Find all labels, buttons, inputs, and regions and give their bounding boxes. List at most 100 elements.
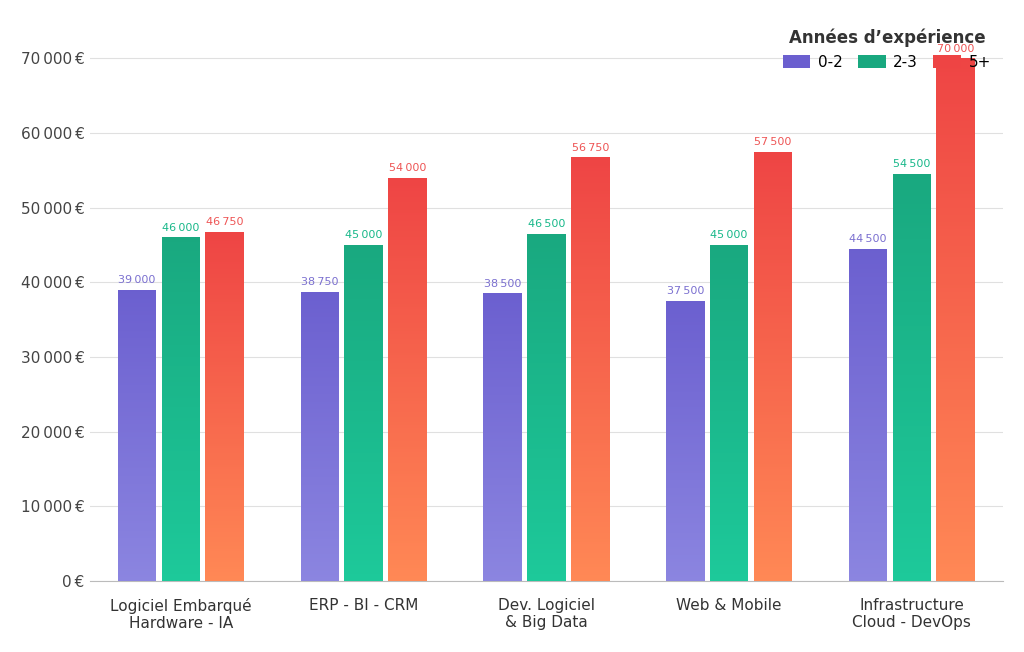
Bar <box>388 301 427 304</box>
Bar <box>571 460 609 462</box>
Bar <box>571 553 609 556</box>
Bar <box>300 394 339 396</box>
Bar <box>666 540 705 542</box>
Bar <box>571 468 609 471</box>
Bar <box>483 293 522 295</box>
Bar <box>344 269 383 272</box>
Bar <box>300 404 339 406</box>
Bar <box>754 426 793 429</box>
Bar <box>206 404 244 406</box>
Bar <box>344 288 383 289</box>
Bar <box>849 384 887 386</box>
Bar <box>300 301 339 303</box>
Bar <box>849 322 887 324</box>
Bar <box>571 202 609 205</box>
Bar <box>483 422 522 424</box>
Bar <box>300 490 339 492</box>
Bar <box>849 400 887 402</box>
Bar <box>162 428 201 430</box>
Bar <box>206 353 244 355</box>
Bar <box>300 390 339 392</box>
Bar <box>754 415 793 418</box>
Bar <box>388 253 427 256</box>
Bar <box>300 541 339 542</box>
Bar <box>344 574 383 576</box>
Bar <box>527 349 565 352</box>
Bar <box>300 533 339 535</box>
Bar <box>388 250 427 253</box>
Bar <box>710 550 749 552</box>
Bar <box>118 535 157 537</box>
Bar <box>483 520 522 522</box>
Bar <box>666 574 705 576</box>
Bar <box>388 210 427 213</box>
Bar <box>388 420 427 422</box>
Bar <box>571 479 609 482</box>
Bar <box>710 350 749 353</box>
Bar <box>300 558 339 560</box>
Bar <box>710 565 749 568</box>
Bar <box>666 578 705 579</box>
Bar <box>666 353 705 355</box>
Bar <box>118 437 157 439</box>
Bar <box>527 558 565 560</box>
Bar <box>893 291 931 293</box>
Bar <box>710 469 749 471</box>
Bar <box>666 413 705 415</box>
Bar <box>754 424 793 426</box>
Bar <box>893 244 931 247</box>
Bar <box>571 556 609 559</box>
Bar <box>666 499 705 501</box>
Bar <box>849 519 887 521</box>
Bar <box>710 449 749 451</box>
Bar <box>936 250 975 254</box>
Bar <box>483 297 522 299</box>
Bar <box>754 169 793 171</box>
Bar <box>527 572 565 574</box>
Bar <box>754 538 793 541</box>
Bar <box>527 308 565 310</box>
Bar <box>893 350 931 353</box>
Bar <box>300 346 339 348</box>
Bar <box>666 301 705 303</box>
Bar <box>754 544 793 547</box>
Bar <box>206 530 244 532</box>
Bar <box>710 325 749 328</box>
Bar <box>571 361 609 363</box>
Bar <box>206 332 244 334</box>
Bar <box>344 537 383 539</box>
Bar <box>710 534 749 537</box>
Bar <box>206 563 244 565</box>
Bar <box>483 443 522 445</box>
Bar <box>162 421 201 423</box>
Bar <box>936 138 975 142</box>
Bar <box>483 458 522 460</box>
Bar <box>344 462 383 465</box>
Bar <box>666 542 705 544</box>
Bar <box>206 576 244 579</box>
Bar <box>666 443 705 445</box>
Bar <box>849 359 887 362</box>
Bar <box>118 478 157 480</box>
Bar <box>936 546 975 550</box>
Bar <box>206 290 244 292</box>
Bar <box>666 494 705 495</box>
Bar <box>893 492 931 494</box>
Bar <box>118 457 157 459</box>
Bar <box>162 458 201 460</box>
Bar <box>571 276 609 278</box>
Bar <box>118 338 157 340</box>
Bar <box>388 458 427 460</box>
Bar <box>344 529 383 532</box>
Bar <box>344 305 383 308</box>
Bar <box>710 333 749 334</box>
Bar <box>344 321 383 323</box>
Bar <box>936 215 975 218</box>
Bar <box>893 228 931 231</box>
Bar <box>527 315 565 317</box>
Bar <box>118 348 157 350</box>
Bar <box>118 428 157 430</box>
Bar <box>936 218 975 222</box>
Bar <box>936 417 975 421</box>
Bar <box>483 518 522 520</box>
